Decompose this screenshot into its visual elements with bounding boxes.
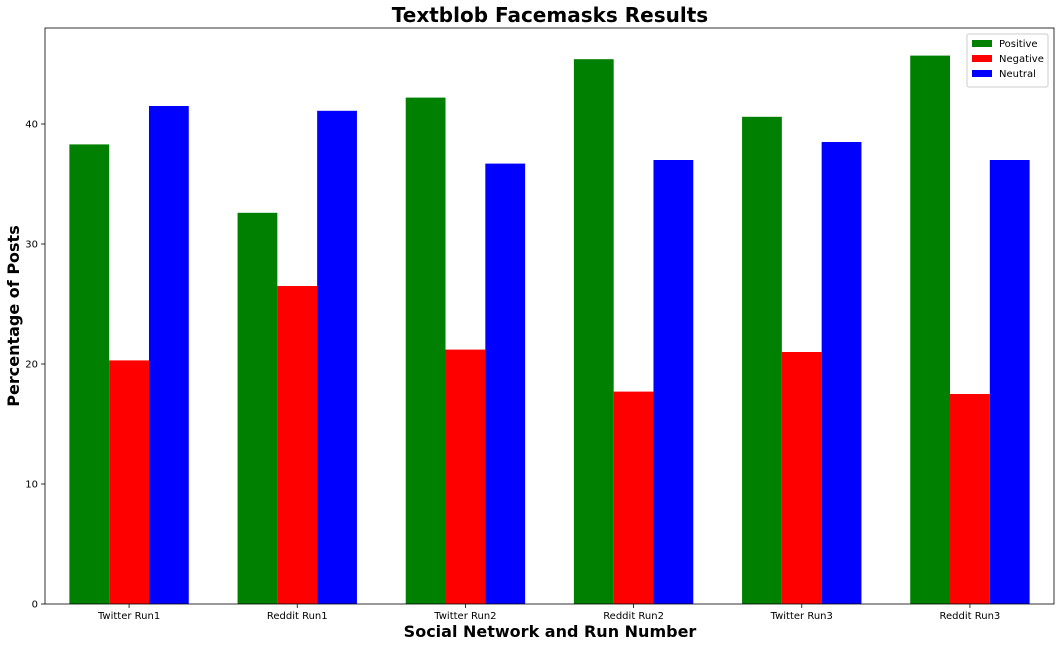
bar-neutral-5 [821, 142, 862, 604]
bar-neutral-4 [653, 160, 694, 604]
x-tick-label: Twitter Run1 [97, 611, 160, 622]
bar-positive-2 [237, 212, 278, 605]
x-tick-label: Twitter Run3 [770, 611, 833, 622]
legend: Positive Negative Neutral [966, 33, 1049, 88]
y-tick-label: 0 [32, 600, 38, 611]
axes-group: 0 10 20 30 40 Twitter Run1 Reddit Run1 Twitter … [25, 27, 1055, 622]
bar-neutral-3 [485, 163, 526, 604]
bar-positive-6 [910, 55, 951, 605]
x-tick-label: Reddit Run3 [940, 611, 1001, 622]
bar-negative-3 [445, 349, 486, 604]
legend-swatch-positive [972, 40, 992, 47]
bar-positive-1 [69, 144, 110, 604]
legend-swatch-negative [972, 55, 992, 62]
y-tick-label: 30 [25, 240, 38, 251]
bar-positive-3 [405, 97, 446, 604]
bar-negative-4 [613, 391, 654, 604]
y-tick-label: 20 [25, 360, 38, 371]
y-tick-label: 10 [25, 480, 38, 491]
bar-negative-1 [109, 360, 149, 604]
bar-neutral-6 [989, 160, 1030, 604]
x-axis-title: Social Network and Run Number [404, 622, 697, 641]
legend-label-positive: Positive [999, 39, 1038, 50]
bar-negative-5 [781, 352, 822, 604]
y-tick-label: 40 [25, 120, 38, 131]
bar-negative-2 [277, 286, 318, 604]
axes-frame [44, 27, 1055, 605]
bar-negative-6 [950, 394, 990, 604]
bar-neutral-2 [317, 110, 357, 605]
bar-positive-4 [573, 59, 614, 604]
x-tick-label: Reddit Run2 [603, 611, 664, 622]
bar-positive-5 [742, 116, 782, 605]
x-tick-label: Twitter Run2 [433, 611, 496, 622]
legend-swatch-neutral [972, 70, 992, 77]
bars-group [69, 55, 1030, 605]
y-axis-title: Percentage of Posts [4, 225, 23, 406]
legend-label-negative: Negative [999, 54, 1044, 65]
x-tick-label: Reddit Run1 [267, 611, 328, 622]
chart-title: Textblob Facemasks Results [392, 3, 708, 27]
legend-label-neutral: Neutral [999, 69, 1036, 80]
bar-neutral-1 [148, 106, 189, 604]
